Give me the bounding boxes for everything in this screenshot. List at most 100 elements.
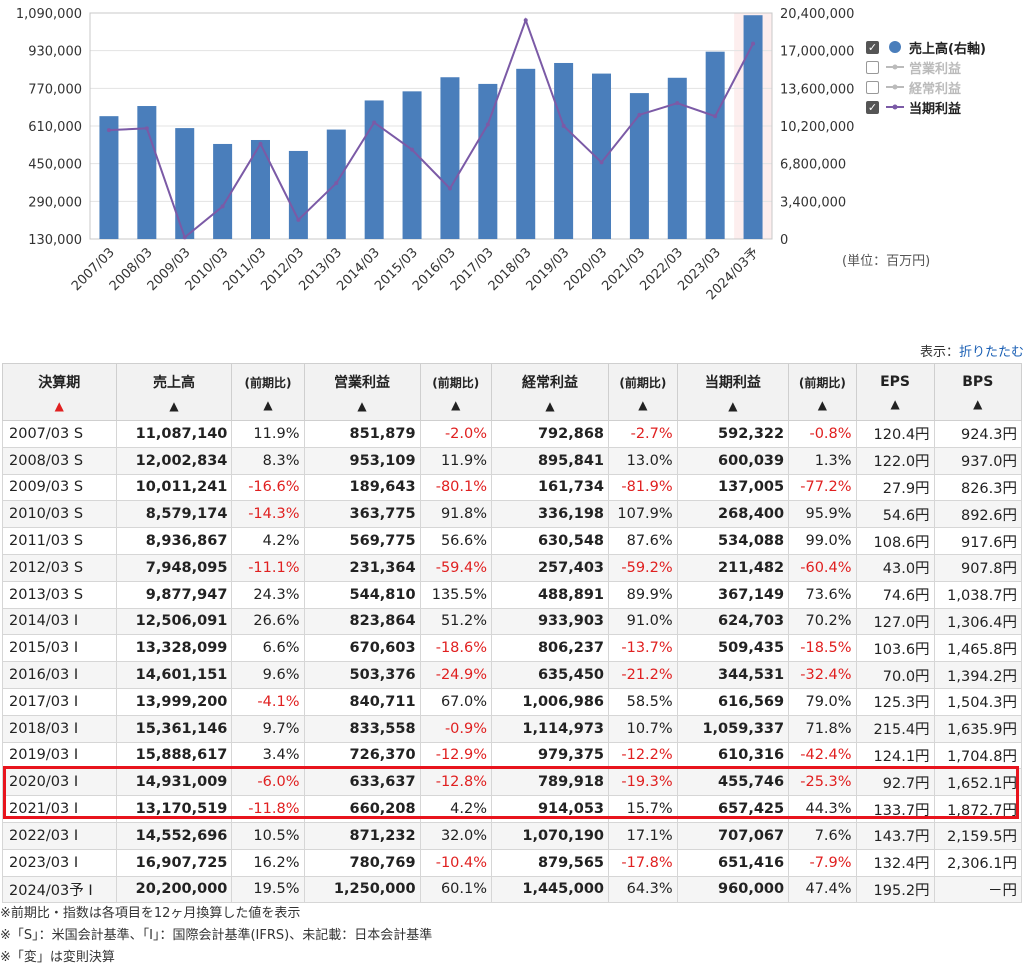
legend-item[interactable]: 営業利益 (866, 57, 986, 77)
sort-arrow-icon[interactable]: ▲ (545, 399, 555, 413)
table-cell: 670,603 (303, 634, 421, 663)
column-header[interactable]: 売上高 ▲ (115, 363, 233, 421)
table-cell: -12.8% (419, 768, 493, 797)
table-cell: 960,000 (676, 875, 790, 904)
table-cell: 122.0円 (855, 446, 935, 475)
table-cell: 2009/03 S (2, 473, 117, 502)
sort-arrow-icon[interactable]: ▲ (973, 397, 983, 411)
sort-arrow-icon[interactable]: ▲ (817, 397, 827, 412)
table-cell: -2.0% (419, 420, 493, 448)
left-axis-tick-label: 770,000 (28, 82, 82, 97)
bar (175, 128, 195, 239)
table-cell: 16,907,725 (115, 848, 233, 877)
table-cell: -13.7% (608, 634, 678, 663)
legend-checkbox[interactable] (866, 80, 879, 94)
table-cell: 92.7円 (855, 768, 935, 797)
legend-checkbox[interactable]: ✓ (866, 100, 879, 114)
footnote: ※「S」：米国会計基準、「I」：国際会計基準(IFRS)、未記載：日本会計基準 (0, 928, 433, 943)
left-axis-tick-label: 290,000 (28, 195, 82, 210)
column-header-label: (前期比) (619, 375, 667, 390)
table-cell: 503,376 (303, 661, 421, 689)
table-cell: 7.6% (788, 821, 857, 850)
column-header[interactable]: (前期比) ▲ (419, 363, 493, 421)
table-cell: 789,918 (491, 768, 610, 797)
column-header[interactable]: (前期比) ▲ (608, 363, 678, 421)
table-cell: 14,552,696 (115, 821, 233, 850)
unit-label: (単位：百万円) (842, 254, 931, 269)
table-cell: 630,548 (491, 527, 610, 555)
table-cell: -7.9% (788, 848, 857, 877)
column-header[interactable]: BPS ▲ (933, 363, 1023, 421)
sort-arrow-icon[interactable]: ▲ (54, 399, 64, 413)
table-row: 2021/03 I 13,170,519 -11.8% 660,208 4.2% 914,… (2, 795, 1023, 823)
legend-item[interactable]: ✓ 売上高(右軸) (866, 37, 986, 57)
collapse-link[interactable]: 折りたたむ (958, 345, 1024, 360)
legend-item[interactable]: ✓ 当期利益 (866, 97, 986, 117)
table-cell: 91.8% (419, 500, 493, 529)
column-header[interactable]: 経常利益 ▲ (491, 363, 610, 421)
legend-item[interactable]: 経常利益 (866, 77, 986, 97)
legend-checkbox[interactable] (866, 60, 879, 74)
table-cell: 137,005 (676, 473, 790, 502)
sort-arrow-icon[interactable]: ▲ (451, 397, 461, 412)
table-cell: 10.5% (231, 821, 305, 850)
column-header[interactable]: EPS ▲ (855, 363, 935, 421)
table-cell: -12.9% (419, 741, 493, 770)
table-cell: 32.0% (419, 821, 493, 850)
right-axis-tick-label: 13,600,000 (780, 82, 854, 97)
display-label: 表示： (919, 345, 959, 360)
legend-label: 売上高(右軸) (909, 41, 986, 57)
column-header[interactable]: 当期利益 ▲ (676, 363, 790, 421)
table-cell: 2014/03 I (2, 607, 117, 636)
legend-checkbox[interactable]: ✓ (866, 40, 879, 54)
table-cell: 2024/03予 I (2, 875, 117, 904)
table-row: 2024/03予 I 20,200,000 19.5% 1,250,000 60.1% 1… (2, 875, 1023, 904)
sort-arrow-icon[interactable]: ▲ (357, 399, 367, 413)
table-cell: 344,531 (676, 661, 790, 689)
table-cell: 509,435 (676, 634, 790, 663)
table-cell: 336,198 (491, 500, 610, 529)
table-cell: 120.4円 (855, 420, 935, 448)
table-cell: 143.7円 (855, 821, 935, 850)
table-cell: 87.6% (608, 527, 678, 555)
table-cell: 2019/03 I (2, 741, 117, 770)
table-cell: 74.6円 (855, 580, 935, 609)
table-cell: 73.6% (788, 580, 857, 609)
right-axis-tick-label: 3,400,000 (780, 195, 846, 210)
column-header-label: (前期比) (244, 375, 292, 390)
table-cell: 879,565 (491, 848, 610, 877)
right-axis-tick-label: 0 (780, 233, 788, 248)
column-header[interactable]: (前期比) ▲ (231, 363, 305, 421)
table-cell: -17.8% (608, 848, 678, 877)
table-cell: 133.7円 (855, 795, 935, 823)
sort-arrow-icon[interactable]: ▲ (890, 397, 900, 411)
table-cell: -21.2% (608, 661, 678, 689)
left-axis-tick-label: 610,000 (28, 120, 82, 135)
column-header[interactable]: (前期比) ▲ (788, 363, 857, 421)
column-header[interactable]: 営業利益 ▲ (303, 363, 421, 421)
table-cell: 1,394.2円 (933, 661, 1023, 689)
table-cell: 15,361,146 (115, 714, 233, 743)
table-cell: -0.9% (419, 714, 493, 743)
table-cell: 8,579,174 (115, 500, 233, 529)
bar (554, 62, 574, 239)
sort-arrow-icon[interactable]: ▲ (638, 397, 648, 412)
table-row: 2008/03 S 12,002,834 8.3% 953,109 11.9% 895,8… (2, 446, 1023, 475)
table-cell: 1.3% (788, 446, 857, 475)
line-point (372, 120, 377, 125)
table-cell: 1,250,000 (303, 875, 421, 904)
sort-arrow-icon[interactable]: ▲ (728, 399, 738, 413)
table-cell: 9.7% (231, 714, 305, 743)
table-cell: -2.7% (608, 420, 678, 448)
table-cell: -19.3% (608, 768, 678, 797)
table-cell: 892.6円 (933, 500, 1023, 529)
table-cell: 1,306.4円 (933, 607, 1023, 636)
sort-arrow-icon[interactable]: ▲ (169, 399, 179, 413)
table-cell: 135.5% (419, 580, 493, 609)
table-cell: 124.1円 (855, 741, 935, 770)
sort-arrow-icon[interactable]: ▲ (263, 397, 273, 412)
table-cell: 127.0円 (855, 607, 935, 636)
table-cell: 231,364 (303, 553, 421, 582)
column-header[interactable]: 決算期 ▲ (2, 363, 117, 421)
line-point (637, 112, 642, 117)
